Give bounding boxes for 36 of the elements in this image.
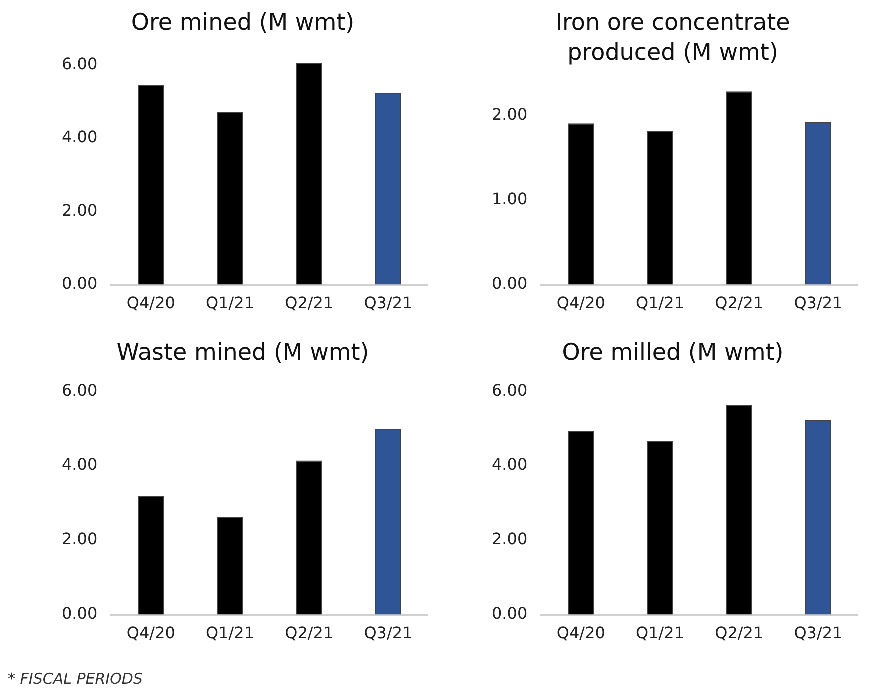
x-tick-label: Q1/21: [636, 294, 685, 313]
x-tick-label: Q3/21: [794, 624, 843, 643]
x-tick-label: Q4/20: [126, 624, 176, 643]
y-tick-label: 2.00: [62, 200, 98, 220]
y-tick-label: 0.00: [492, 604, 528, 623]
chart-title: Waste mined (M wmt): [116, 339, 370, 368]
x-tick-label: Q4/20: [126, 294, 176, 313]
x-tick-label: Q3/21: [364, 624, 413, 643]
y-tick-label: 2.00: [62, 530, 98, 549]
x-tick-label: Q1/21: [636, 624, 685, 643]
y-tick-label: 4.00: [62, 128, 98, 147]
y-tick-label: 6.00: [62, 380, 98, 400]
y-tick-label: 0.00: [492, 274, 528, 293]
y-tick-label: 2.00: [492, 530, 528, 549]
x-tick-label: Q1/21: [206, 624, 255, 643]
y-tick-label: 0.00: [62, 604, 98, 623]
y-tick-label: 2.00: [492, 105, 528, 124]
x-tick-label: Q2/21: [715, 294, 764, 313]
x-tick-label: Q4/20: [556, 624, 606, 643]
y-tick-label: 6.00: [62, 54, 98, 74]
x-tick-label: Q1/21: [206, 294, 255, 313]
x-tick-label: Q4/20: [556, 294, 606, 313]
chart-title: Ore milled (M wmt): [561, 339, 784, 368]
chart-title: Iron ore concentrate produced (M wmt): [554, 9, 792, 68]
x-tick-label: Q3/21: [794, 294, 843, 313]
chart-title: Ore mined (M wmt): [130, 9, 355, 38]
y-tick-label: 4.00: [62, 455, 98, 474]
x-tick-label: Q2/21: [285, 624, 334, 643]
x-tick-label: Q3/21: [364, 294, 413, 313]
y-tick-label: 6.00: [492, 380, 528, 400]
x-tick-label: Q2/21: [715, 624, 764, 643]
y-tick-label: 0.00: [62, 274, 98, 293]
x-tick-label: Q2/21: [285, 294, 334, 313]
text: * FISCAL PERIODS: [8, 670, 144, 688]
y-tick-label: 4.00: [492, 455, 528, 474]
y-tick-label: 1.00: [492, 190, 528, 209]
